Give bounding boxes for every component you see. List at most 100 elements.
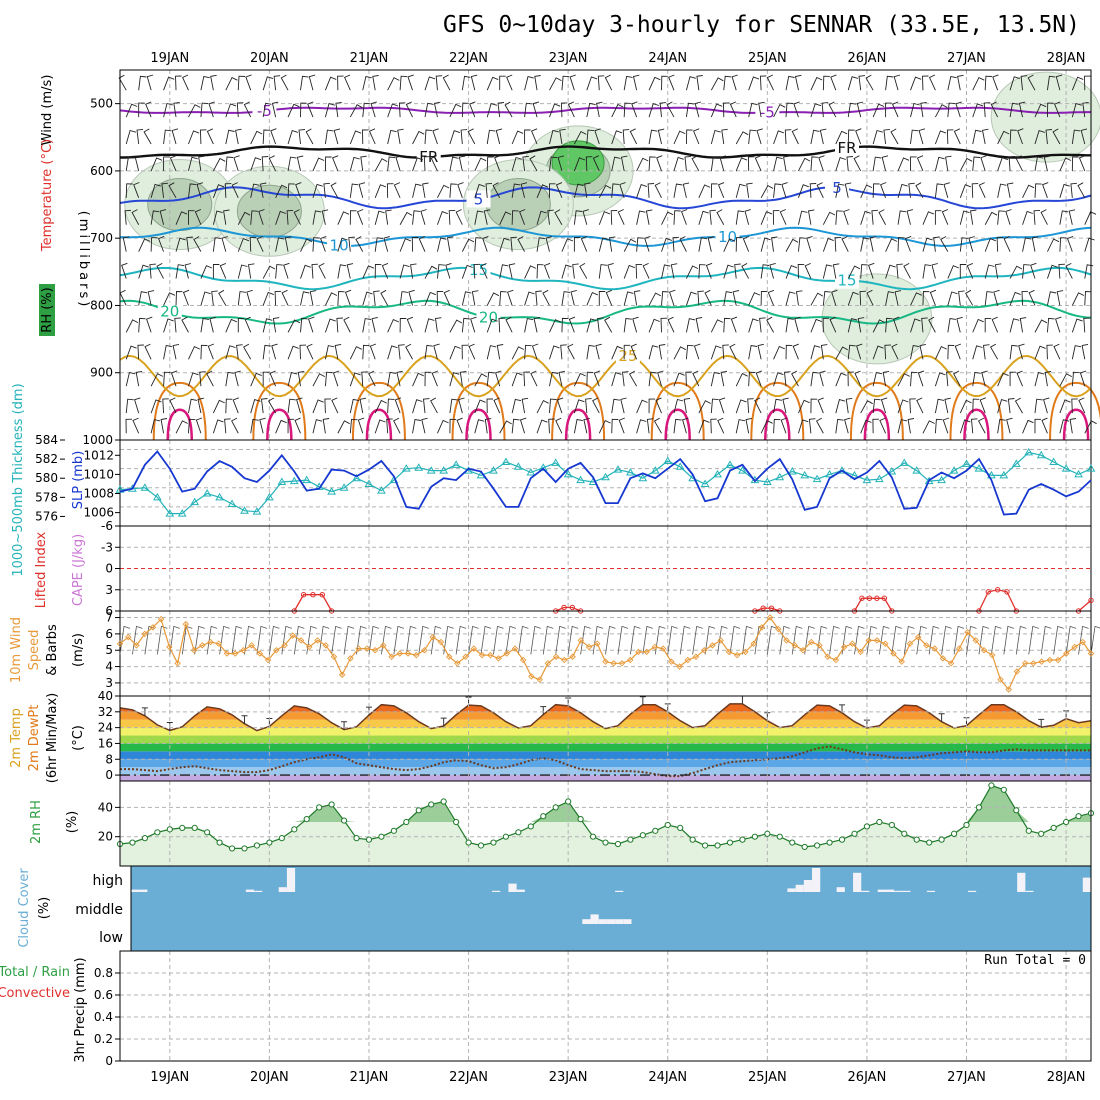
wind-barb: [275, 264, 283, 279]
wind-barb: [424, 129, 433, 145]
wind-barb: [349, 398, 360, 414]
date-label-top: 19JAN: [150, 51, 189, 66]
wind-barb: [233, 155, 240, 172]
wind-barb: [978, 182, 986, 199]
wind-barb: [212, 399, 225, 414]
wind-barb: [1009, 129, 1017, 145]
wind-barb: [633, 290, 641, 306]
temp-color-band: [120, 711, 1091, 720]
contour-30c: [351, 381, 406, 441]
wind-barb: [555, 417, 563, 434]
wind-barb: [467, 128, 476, 145]
wind-barb: [959, 210, 970, 225]
wind-barb: [359, 397, 367, 414]
wind-barb: [461, 317, 470, 333]
wind-barb: [922, 237, 933, 252]
wind-barb: [212, 157, 226, 172]
wind-barb: [271, 343, 278, 360]
wind-barb: [672, 236, 680, 252]
wind-barb: [655, 397, 662, 414]
wind-barb: [968, 236, 975, 252]
wind-barb: [420, 209, 427, 225]
wind10m-barb: [268, 625, 280, 655]
thickness-point: [650, 466, 660, 474]
wind-barb: [560, 102, 568, 118]
wind-barb: [549, 77, 562, 91]
wind-barb: [730, 316, 738, 333]
wind-barb: [1034, 345, 1046, 360]
wind-barb: [443, 289, 451, 306]
thickness-point: [601, 472, 610, 481]
wind-barb: [769, 262, 776, 279]
wind-barb: [470, 316, 477, 333]
wind-barb: [125, 103, 138, 118]
thickness-point: [875, 474, 884, 483]
wind-barb: [499, 211, 512, 225]
wind-barb: [710, 398, 719, 414]
thickness-point: [974, 464, 984, 472]
thickness-point: [140, 483, 150, 491]
wind-barb: [393, 182, 401, 199]
wind-barb: [621, 371, 629, 387]
wind-barb: [583, 417, 590, 434]
wind-barb: [997, 372, 1009, 387]
wind-barb: [407, 74, 414, 91]
wind-barb: [507, 289, 514, 306]
wind-barb: [486, 292, 500, 306]
wind-barb: [598, 264, 608, 279]
wind-barb: [611, 372, 622, 387]
wind10m-barb: [156, 625, 168, 655]
wind-barb: [794, 316, 801, 333]
wind-barb: [704, 289, 712, 306]
wind-barb: [554, 209, 563, 225]
wind-barb: [1009, 371, 1017, 387]
wind-barb: [997, 418, 1006, 434]
wind-barb: [436, 264, 445, 279]
slp-tick-label: 1012: [83, 448, 114, 462]
thickness-point: [762, 477, 772, 486]
wind-barb: [791, 128, 799, 145]
wind-barb: [846, 156, 854, 171]
thickness-point: [1049, 457, 1059, 465]
wind-barb: [1007, 398, 1015, 414]
wind-barb: [828, 101, 837, 118]
wind-barb: [586, 344, 595, 360]
wind-barb: [529, 155, 538, 172]
wind-barb: [399, 75, 408, 91]
wind-barb: [182, 289, 190, 306]
wind-barb: [283, 262, 290, 279]
thickness-point: [613, 465, 623, 473]
wind-barb: [896, 263, 903, 279]
wind-barb: [984, 75, 992, 91]
wind-barb: [684, 155, 692, 171]
wind-barb: [922, 75, 929, 91]
wind-barb: [748, 76, 760, 91]
cloud-bar-middle: [615, 919, 624, 924]
wind-barb: [723, 75, 732, 91]
contour-label-20: 20: [160, 302, 179, 320]
wind-barb: [906, 209, 914, 225]
wind-barb: [524, 344, 532, 360]
lifted-index-point: [561, 604, 567, 611]
wind-barb: [346, 263, 354, 279]
wind10m-point: [157, 615, 165, 623]
wind10m-barb: [829, 625, 840, 655]
wind-barb: [673, 183, 683, 198]
wind-barb: [424, 344, 433, 360]
wind-barb: [880, 182, 887, 198]
precip-ylabels: Total / Rain Convective 3hr Precip (mm) …: [0, 953, 1086, 1063]
wind-barb: [1077, 182, 1086, 199]
wind10m-point: [651, 643, 659, 651]
wind-barb: [412, 418, 421, 434]
thickness-point: [775, 472, 785, 481]
wind-barb: [184, 263, 192, 279]
wind-barb: [393, 417, 401, 434]
wind-barb: [659, 102, 667, 118]
date-label-bottom: 27JAN: [947, 1070, 986, 1085]
rh2m-point: [216, 839, 223, 846]
wind-barb: [882, 370, 890, 387]
thickness-point: [489, 466, 498, 474]
wind-barb: [795, 290, 803, 306]
wind-barb: [642, 262, 650, 279]
wind-barb: [461, 102, 469, 118]
